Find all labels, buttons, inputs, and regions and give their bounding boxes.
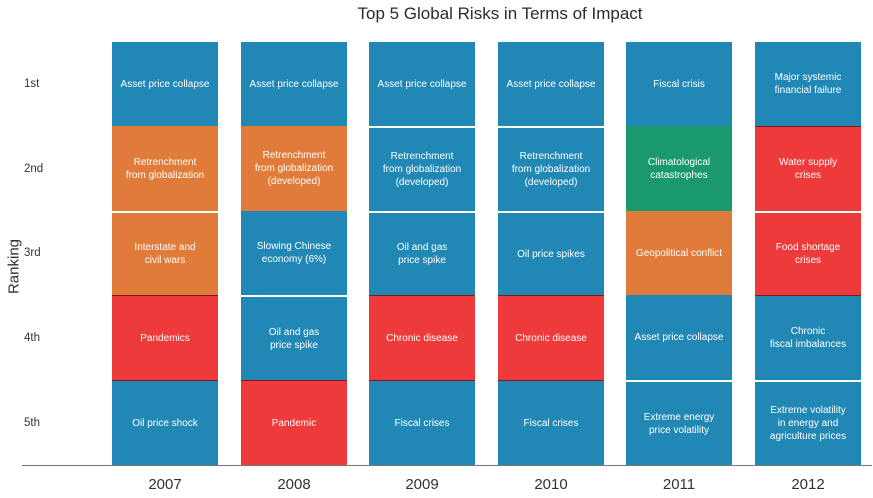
risk-cell-label: Water supply crises <box>779 157 837 181</box>
risk-cell-2009-1st: Asset price collapse <box>369 42 475 126</box>
risk-cell-label: Chronic fiscal imbalances <box>769 326 847 350</box>
risk-cell-2007-3rd: Interstate and civil wars <box>112 211 218 295</box>
risk-cell-2008-3rd: Slowing Chinese economy (6%) <box>241 211 347 295</box>
risk-cell-label: Asset price collapse <box>249 78 339 90</box>
year-label-2012: 2012 <box>791 476 825 493</box>
risk-cell-2009-4th: Chronic disease <box>369 295 475 380</box>
risk-cell-label: Geopolitical conflict <box>635 247 723 259</box>
risk-cell-label: Chronic disease <box>386 332 458 344</box>
year-label-2010: 2010 <box>534 476 568 493</box>
year-label-2011: 2011 <box>662 476 696 493</box>
risk-cell-2010-4th: Chronic disease <box>498 295 604 380</box>
rank-label-2nd: 2nd <box>24 163 44 175</box>
risk-cell-label: Pandemics <box>140 332 190 344</box>
risk-cell-2011-4th: Asset price collapse <box>626 295 732 380</box>
risk-cell-2011-3rd: Geopolitical conflict <box>626 211 732 295</box>
risk-cell-2008-4th: Oil and gas price spike <box>241 295 347 380</box>
risk-cell-2008-5th: Pandemic <box>241 380 347 465</box>
year-label-2008: 2008 <box>277 476 311 493</box>
risk-cell-2012-1st: Major systemic financial failure <box>755 42 861 126</box>
risk-cell-label: Major systemic financial failure <box>774 72 842 96</box>
risk-cell-label: Asset price collapse <box>120 78 210 90</box>
risk-cell-label: Oil price shock <box>132 417 198 429</box>
risk-cell-label: Oil and gas price spike <box>396 242 448 266</box>
risk-cell-2012-2nd: Water supply crises <box>755 126 861 211</box>
rank-label-4th: 4th <box>24 332 40 344</box>
rank-label-5th: 5th <box>24 417 40 429</box>
risk-cell-2010-3rd: Oil price spikes <box>498 211 604 295</box>
risk-cell-label: Fiscal crisis <box>653 78 705 90</box>
risk-cell-2009-5th: Fiscal crises <box>369 380 475 465</box>
risk-cell-2007-1st: Asset price collapse <box>112 42 218 126</box>
year-label-2007: 2007 <box>148 476 182 493</box>
risk-cell-2007-2nd: Retrenchment from globalization <box>112 126 218 211</box>
risk-cell-2008-1st: Asset price collapse <box>241 42 347 126</box>
risk-cell-2008-2nd: Retrenchment from globalization (develop… <box>241 126 347 211</box>
risk-cell-label: Retrenchment from globalization (develop… <box>254 150 334 187</box>
rank-label-1st: 1st <box>24 78 40 90</box>
risk-cell-2009-3rd: Oil and gas price spike <box>369 211 475 295</box>
risk-cell-label: Interstate and civil wars <box>134 242 196 266</box>
risk-cell-label: Asset price collapse <box>506 78 596 90</box>
risk-cell-2007-5th: Oil price shock <box>112 380 218 465</box>
risk-cell-2012-3rd: Food shortage crises <box>755 211 861 295</box>
risk-cell-label: Chronic disease <box>515 332 587 344</box>
risk-cell-label: Climatological catastrophes <box>647 156 711 181</box>
year-label-2009: 2009 <box>405 476 439 493</box>
risk-cell-label: Retrenchment from globalization (develop… <box>511 151 591 188</box>
rank-label-3rd: 3rd <box>24 247 41 259</box>
risk-cell-label: Pandemic <box>271 417 317 429</box>
risk-cell-label: Extreme volatility in energy and agricul… <box>769 405 847 442</box>
risk-cell-label: Fiscal crises <box>394 417 450 429</box>
risk-cell-2009-2nd: Retrenchment from globalization (develop… <box>369 126 475 211</box>
risk-cell-label: Asset price collapse <box>634 332 724 343</box>
y-axis-label: Ranking <box>5 238 23 295</box>
risk-cell-2007-4th: Pandemics <box>112 295 218 380</box>
risk-cell-2011-1st: Fiscal crisis <box>626 42 732 126</box>
risk-cell-label: Oil and gas price spike <box>268 326 320 351</box>
risk-cell-label: Slowing Chinese economy (6%) <box>256 241 332 265</box>
risk-cell-2010-1st: Asset price collapse <box>498 42 604 126</box>
risk-cell-label: Retrenchment from globalization <box>125 156 205 181</box>
risk-cell-2012-5th: Extreme volatility in energy and agricul… <box>755 380 861 465</box>
x-axis-line <box>22 465 872 466</box>
risk-cell-label: Fiscal crises <box>523 417 579 429</box>
risk-cell-2011-2nd: Climatological catastrophes <box>626 126 732 211</box>
risk-cell-2010-5th: Fiscal crises <box>498 380 604 465</box>
risk-cell-2012-4th: Chronic fiscal imbalances <box>755 295 861 380</box>
risk-cell-label: Food shortage crises <box>775 242 841 266</box>
risk-cell-label: Asset price collapse <box>377 78 467 90</box>
risk-cell-label: Extreme energy price volatility <box>643 411 715 436</box>
risk-cell-2010-2nd: Retrenchment from globalization (develop… <box>498 126 604 211</box>
risk-cell-label: Retrenchment from globalization (develop… <box>382 151 462 188</box>
chart-title: Top 5 Global Risks in Terms of Impact <box>357 4 643 23</box>
risk-cell-2011-5th: Extreme energy price volatility <box>626 380 732 465</box>
risk-cell-label: Oil price spikes <box>517 248 585 260</box>
